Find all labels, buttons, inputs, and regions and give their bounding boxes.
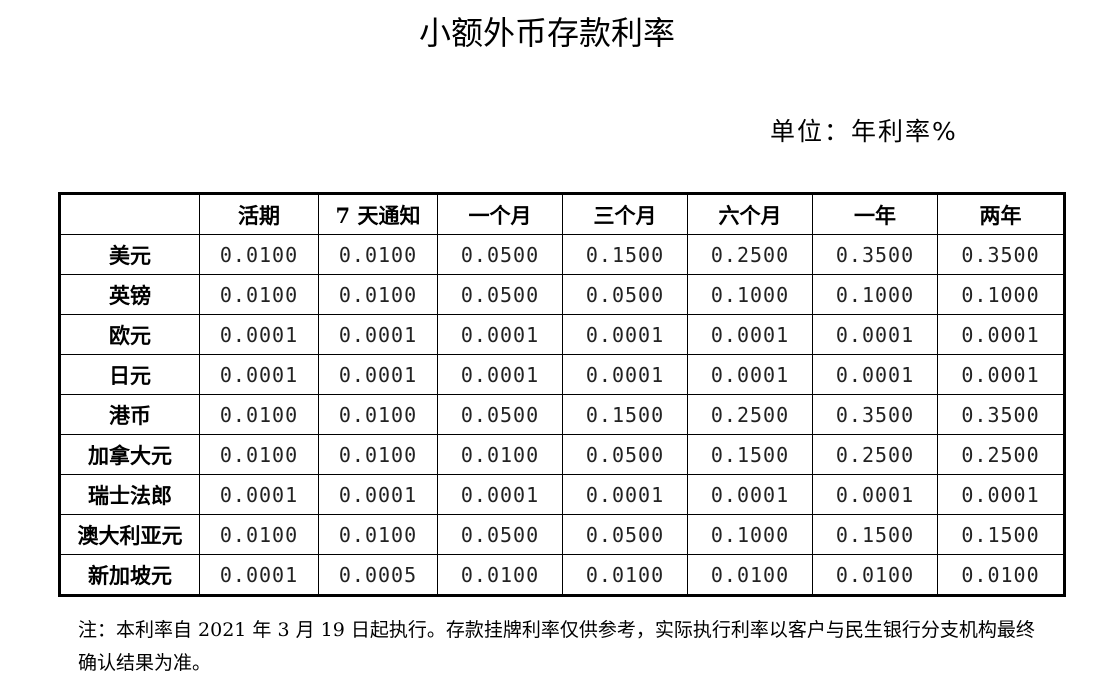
- header-row: 活期 7 天通知 一个月 三个月 六个月 一年 两年: [59, 193, 1065, 235]
- cell: 0.3500: [812, 234, 938, 275]
- cell: 0.0100: [437, 554, 563, 596]
- row-header: 瑞士法郎: [59, 474, 200, 515]
- column-header: 六个月: [687, 193, 813, 235]
- column-header: 7 天通知: [318, 193, 438, 235]
- column-header: [59, 193, 200, 235]
- cell: 0.0500: [437, 274, 563, 315]
- note: 注：本利率自 2021 年 3 月 19 日起执行。存款挂牌利率仅供参考，实际执…: [78, 619, 1035, 674]
- cell: 0.0100: [812, 554, 938, 596]
- column-header: 三个月: [562, 193, 688, 235]
- column-header: 一个月: [437, 193, 563, 235]
- cell: 0.2500: [687, 234, 813, 275]
- cell: 0.0001: [318, 474, 438, 515]
- cell: 0.0100: [318, 394, 438, 435]
- cell: 0.0001: [937, 354, 1065, 395]
- cell: 0.0500: [437, 514, 563, 555]
- cell: 0.1500: [937, 514, 1065, 555]
- cell: 0.0001: [812, 314, 938, 355]
- cell: 0.0001: [937, 474, 1065, 515]
- cell: 0.0100: [199, 434, 319, 475]
- cell: 0.3500: [937, 394, 1065, 435]
- cell: 0.0100: [199, 234, 319, 275]
- row: 加拿大元 0.0100 0.0100 0.0100 0.0500 0.1500 0.2500…: [59, 434, 1065, 475]
- cell: 0.0005: [318, 554, 438, 596]
- row-header: 欧元: [59, 314, 200, 355]
- cell: 0.0500: [562, 274, 688, 315]
- title: 小额外币存款利率: [418, 14, 675, 52]
- row-header: 英镑: [59, 274, 200, 315]
- cell: 0.1000: [687, 274, 813, 315]
- cell: 0.0100: [199, 514, 319, 555]
- cell: 0.1500: [562, 394, 688, 435]
- row-header: 澳大利亚元: [59, 514, 200, 555]
- cell: 0.0100: [318, 274, 438, 315]
- row: 新加坡元 0.0001 0.0005 0.0100 0.0100 0.0100 0.0100…: [59, 554, 1065, 596]
- cell: 0.0001: [812, 474, 938, 515]
- row-header: 日元: [59, 354, 200, 395]
- column-header: 活期: [199, 193, 319, 235]
- row: 英镑 0.0100 0.0100 0.0500 0.0500 0.1000 0.1000 0.…: [59, 274, 1065, 315]
- cell: 0.0500: [437, 234, 563, 275]
- cell: 0.0001: [437, 314, 563, 355]
- row: 港币 0.0100 0.0100 0.0500 0.1500 0.2500 0.3500 0.…: [59, 394, 1065, 435]
- cell: 0.2500: [937, 434, 1065, 475]
- unit: 单位：年利率%: [770, 117, 958, 146]
- row: 澳大利亚元 0.0100 0.0100 0.0500 0.0500 0.1000 0.150…: [59, 514, 1065, 555]
- cell: 0.0100: [199, 274, 319, 315]
- cell: 0.0001: [562, 474, 688, 515]
- cell: 0.0001: [199, 314, 319, 355]
- cell: 0.3500: [812, 394, 938, 435]
- cell: 0.0001: [199, 354, 319, 395]
- cell: 0.0100: [318, 434, 438, 475]
- row-header: 港币: [59, 394, 200, 435]
- cell: 0.0100: [562, 554, 688, 596]
- cell: 0.0001: [318, 314, 438, 355]
- cell: 0.0001: [687, 314, 813, 355]
- column-header: 一年: [812, 193, 938, 235]
- cell: 0.0001: [562, 354, 688, 395]
- row-header: 加拿大元: [59, 434, 200, 475]
- cell: 0.1500: [687, 434, 813, 475]
- cell: 0.0001: [937, 314, 1065, 355]
- row: 欧元 0.0001 0.0001 0.0001 0.0001 0.0001 0.0001 0.…: [59, 314, 1065, 355]
- cell: 0.1000: [687, 514, 813, 555]
- cell: 0.0001: [318, 354, 438, 395]
- cell: 0.1500: [562, 234, 688, 275]
- cell: 0.0001: [437, 354, 563, 395]
- cell: 0.1000: [812, 274, 938, 315]
- row-header: 新加坡元: [59, 554, 200, 596]
- cell: 0.0001: [562, 314, 688, 355]
- cell: 0.1500: [812, 514, 938, 555]
- cell: 0.0001: [687, 354, 813, 395]
- cell: 0.0001: [812, 354, 938, 395]
- row: 美元 0.0100 0.0100 0.0500 0.1500 0.2500 0.3500 0.…: [59, 234, 1065, 275]
- row: 日元 0.0001 0.0001 0.0001 0.0001 0.0001 0.0001 0.…: [59, 354, 1065, 395]
- cell: 0.0500: [437, 394, 563, 435]
- cell: 0.0001: [687, 474, 813, 515]
- cell: 0.0100: [937, 554, 1065, 596]
- cell: 0.0100: [437, 434, 563, 475]
- cell: 0.0100: [199, 394, 319, 435]
- column-header: 两年: [937, 193, 1065, 235]
- cell: 0.0500: [562, 514, 688, 555]
- cell: 0.1000: [937, 274, 1065, 315]
- cell: 0.3500: [937, 234, 1065, 275]
- cell: 0.0001: [199, 554, 319, 596]
- cell: 0.0001: [199, 474, 319, 515]
- row: 瑞士法郎 0.0001 0.0001 0.0001 0.0001 0.0001 0.0001…: [59, 474, 1065, 515]
- row-header: 美元: [59, 234, 200, 275]
- cell: 0.0100: [318, 234, 438, 275]
- cell: 0.0100: [687, 554, 813, 596]
- rate-table: 活期 7 天通知 一个月 三个月 六个月 一年 两年 美元 0.0100 0.0100 0.0500…: [58, 192, 1066, 597]
- cell: 0.2500: [687, 394, 813, 435]
- cell: 0.0500: [562, 434, 688, 475]
- cell: 0.0100: [318, 514, 438, 555]
- cell: 0.0001: [437, 474, 563, 515]
- cell: 0.2500: [812, 434, 938, 475]
